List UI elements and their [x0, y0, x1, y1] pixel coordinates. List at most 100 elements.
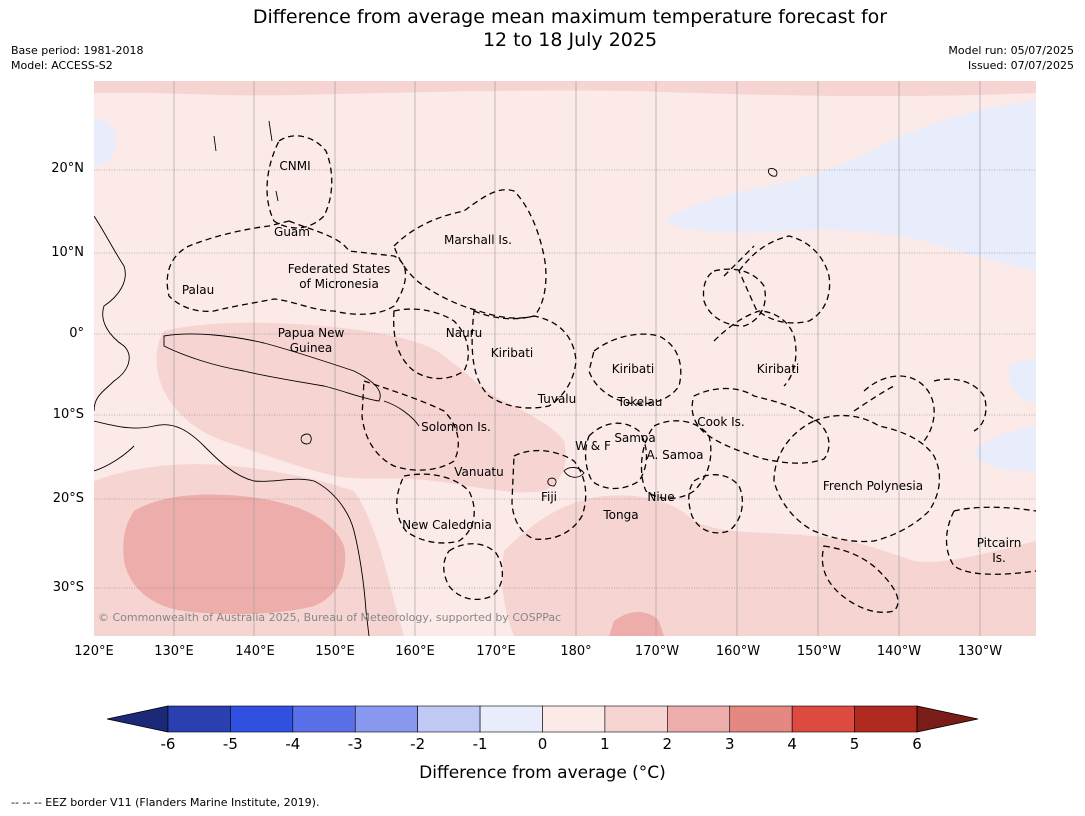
colorbar-tick-label: -1: [472, 735, 488, 753]
colorbar-tick-label: -5: [222, 735, 238, 753]
colorbar-tick-label: -2: [410, 735, 426, 753]
anomaly-neg-east: [1008, 359, 1036, 403]
colorbar-cell: [417, 705, 481, 733]
lat-label-20s: 20°S: [52, 491, 84, 506]
label-vanuatu: Vanuatu: [454, 465, 504, 479]
model-name: Model: ACCESS-S2: [11, 59, 113, 72]
colorbar-tick-label: -3: [347, 735, 363, 753]
colorbar-tick-label: -4: [285, 735, 301, 753]
lon-label-150w: 150°W: [796, 644, 842, 659]
lon-label-180: 180°: [560, 644, 592, 659]
colorbar-tick-label: 1: [600, 735, 610, 753]
colorbar-cell: [542, 705, 606, 733]
colorbar-tick-label: 4: [787, 735, 797, 753]
lon-label-130e: 130°E: [154, 644, 194, 659]
colorbar-tick-label: -6: [160, 735, 176, 753]
label-tuvalu: Tuvalu: [537, 392, 577, 406]
label-palau: Palau: [182, 283, 214, 297]
lon-label-160w: 160°W: [715, 644, 761, 659]
map-title: Difference from average mean maximum tem…: [0, 6, 1085, 52]
label-png-line-1: Papua New: [278, 326, 345, 340]
eez-borders: [166, 135, 1036, 613]
lon-label-170e: 170°E: [476, 644, 516, 659]
label-cnmi: CNMI: [279, 159, 310, 173]
label-guam: Guam: [274, 225, 310, 239]
label-png-line-2: Guinea: [290, 341, 333, 355]
label-fsm-line-2: of Micronesia: [299, 277, 379, 291]
lon-label-150e: 150°E: [315, 644, 355, 659]
anomaly-1-2-south-pacific: [502, 495, 1036, 636]
anomaly-1-2-melanesia: [156, 322, 566, 493]
colorbar-tick-label: 0: [537, 735, 548, 753]
label-french-polynesia: French Polynesia: [823, 479, 923, 493]
anomaly-2-3-australia: [123, 494, 346, 615]
eez-footnote: -- -- -- EEZ border V11 (Flanders Marine…: [11, 796, 320, 809]
lon-label-140e: 140°E: [235, 644, 275, 659]
lat-label-0: 0°: [69, 326, 84, 341]
lon-label-140w: 140°W: [876, 644, 922, 659]
copyright-notice: © Commonwealth of Australia 2025, Bureau…: [98, 611, 561, 624]
anomaly-neg-taiwan: [94, 119, 116, 166]
label-fsm-line-1: Federated States: [288, 262, 390, 276]
label-nauru: Nauru: [446, 326, 482, 340]
label-pitcairn-line-1: Pitcairn: [977, 536, 1022, 550]
region-labels: CNMI Guam Marshall Is. Federated States …: [182, 159, 1021, 565]
colorbar-tick-label: 6: [912, 735, 922, 753]
model-run: Model run: 05/07/2025: [948, 44, 1074, 57]
anomaly-2-3-south: [609, 612, 664, 636]
colorbar-tick-label: 2: [662, 735, 673, 753]
anomaly-neg-southeast: [974, 426, 1036, 472]
label-american-samoa: A. Samoa: [647, 448, 704, 462]
colorbar-cell: [230, 705, 294, 733]
longitude-gridlines: [173, 81, 981, 636]
anomaly-neg-ne-pacific: [664, 101, 1036, 271]
label-kiribati-west: Kiribati: [491, 346, 533, 360]
colorbar-cell: [167, 705, 231, 733]
label-fiji: Fiji: [541, 490, 557, 504]
colorbar-tick-label: 3: [724, 735, 735, 753]
colorbar-cell: [791, 705, 855, 733]
label-pitcairn-line-2: Is.: [992, 551, 1006, 565]
lon-label-120e: 120°E: [74, 644, 114, 659]
meta-right: Model run: 05/07/2025 Issued: 07/07/2025: [948, 43, 1074, 73]
colorbar-cell: [854, 705, 918, 733]
label-marshall-islands: Marshall Is.: [444, 233, 512, 247]
colorbar-title: Difference from average (°C): [419, 763, 666, 783]
colorbar-under-arrow: [107, 705, 169, 733]
colorbar-cell: [479, 705, 543, 733]
colorbar-cell: [354, 705, 418, 733]
label-wallis-futuna: W & F: [575, 439, 611, 453]
label-tokelau: Tokelau: [617, 395, 663, 409]
label-new-caledonia: New Caledonia: [402, 518, 492, 532]
lat-label-10s: 10°S: [52, 407, 84, 422]
meta-left: Base period: 1981-2018 Model: ACCESS-S2: [11, 43, 143, 73]
lon-label-160e: 160°E: [395, 644, 435, 659]
colorbar: [107, 705, 979, 733]
base-period: Base period: 1981-2018: [11, 44, 144, 57]
label-solomon-islands: Solomon Is.: [421, 420, 491, 434]
lat-label-20n: 20°N: [51, 161, 84, 176]
colorbar-cells: [167, 705, 918, 733]
label-tonga: Tonga: [602, 508, 638, 522]
colorbar-tick-label: 5: [849, 735, 860, 753]
lat-label-10n: 10°N: [51, 245, 84, 260]
lat-label-30s: 30°S: [52, 580, 84, 595]
map-canvas: CNMI Guam Marshall Is. Federated States …: [94, 81, 1036, 636]
issued-date: Issued: 07/07/2025: [967, 59, 1074, 72]
colorbar-over-arrow: [916, 705, 979, 733]
latitude-gridlines: [94, 169, 1036, 589]
title-line-1: Difference from average mean maximum tem…: [252, 6, 888, 28]
lon-label-130w: 130°W: [957, 644, 1003, 659]
label-cook-islands: Cook Is.: [697, 415, 744, 429]
label-niue: Niue: [647, 490, 674, 504]
map-panel[interactable]: CNMI Guam Marshall Is. Federated States …: [94, 81, 1036, 636]
anomaly-1-2-north: [94, 81, 1036, 97]
title-line-2: 12 to 18 July 2025: [482, 29, 658, 51]
colorbar-cell: [667, 705, 731, 733]
colorbar-cell: [729, 705, 793, 733]
lon-label-170w: 170°W: [634, 644, 680, 659]
label-kiribati-central: Kiribati: [612, 362, 654, 376]
coastlines: [94, 120, 778, 636]
label-kiribati-east: Kiribati: [757, 362, 799, 376]
label-samoa: Samoa: [614, 431, 655, 445]
